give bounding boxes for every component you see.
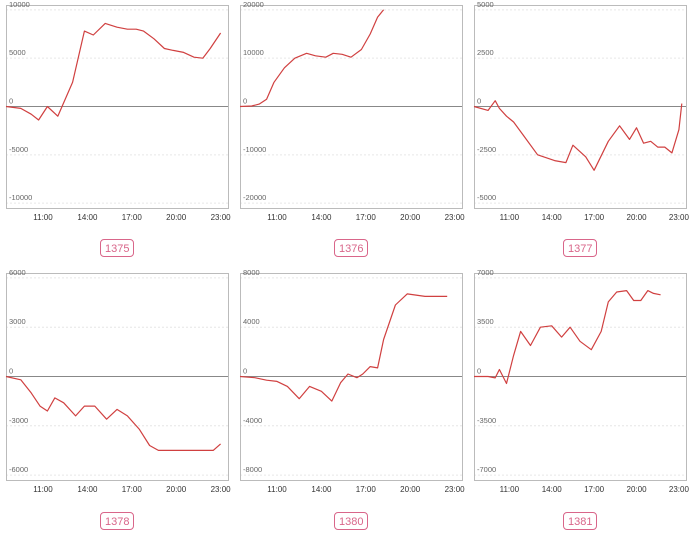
y-tick-label: 5000 [9, 48, 26, 57]
chart-id-badge: 1377 [563, 239, 597, 257]
chart-id-badge: 1375 [100, 239, 134, 257]
y-tick-label: 3500 [477, 317, 494, 326]
y-tick-label: -20000 [243, 193, 266, 202]
x-tick-label: 14:00 [542, 213, 563, 222]
x-tick-label: 17:00 [122, 213, 143, 222]
y-tick-label: 3000 [9, 317, 26, 326]
y-tick-label: 6000 [9, 268, 26, 277]
y-tick-label: 10000 [243, 48, 264, 57]
x-tick-label: 14:00 [77, 485, 98, 494]
x-tick-label: 11:00 [267, 213, 287, 222]
series-line [5, 375, 221, 451]
chart-id-badge: 1378 [100, 512, 134, 530]
series-line [239, 9, 385, 108]
x-tick-label: 11:00 [267, 485, 287, 494]
x-tick-label: 23:00 [445, 213, 466, 222]
x-tick-label: 17:00 [122, 485, 143, 494]
x-tick-label: 14:00 [77, 213, 98, 222]
x-tick-label: 23:00 [669, 213, 690, 222]
y-tick-label: -2500 [477, 145, 496, 154]
x-tick-label: 20:00 [166, 485, 187, 494]
y-tick-label: 10000 [9, 0, 30, 9]
x-tick-label: 23:00 [445, 485, 466, 494]
y-tick-label: -3000 [9, 416, 28, 425]
y-tick-label: 0 [243, 367, 247, 376]
x-tick-label: 11:00 [500, 213, 520, 222]
x-tick-label: 17:00 [584, 485, 605, 494]
y-tick-label: 0 [477, 367, 481, 376]
x-tick-label: 20:00 [627, 485, 648, 494]
x-tick-label: 20:00 [400, 213, 421, 222]
series-line [474, 290, 661, 385]
x-tick-label: 20:00 [627, 213, 648, 222]
x-tick-label: 23:00 [211, 213, 232, 222]
series-line [5, 22, 222, 121]
series-line [473, 100, 683, 171]
y-tick-label: 0 [9, 97, 13, 106]
x-tick-label: 20:00 [400, 485, 421, 494]
x-tick-label: 14:00 [311, 485, 332, 494]
x-tick-label: 17:00 [584, 213, 605, 222]
x-tick-label: 17:00 [356, 485, 377, 494]
y-tick-label: 4000 [243, 317, 260, 326]
x-tick-label: 11:00 [33, 485, 53, 494]
x-tick-label: 11:00 [500, 485, 520, 494]
y-tick-label: -3500 [477, 416, 496, 425]
y-tick-label: 0 [477, 97, 481, 106]
y-tick-label: -5000 [477, 193, 496, 202]
chart-id-badge: 1381 [563, 512, 597, 530]
y-tick-label: -10000 [243, 145, 266, 154]
x-tick-label: 23:00 [211, 485, 232, 494]
y-tick-label: 20000 [243, 0, 264, 9]
y-tick-label: 5000 [477, 0, 494, 9]
y-tick-label: -6000 [9, 465, 28, 474]
y-tick-label: -5000 [9, 145, 28, 154]
y-tick-label: -4000 [243, 416, 262, 425]
y-tick-label: -7000 [477, 465, 496, 474]
y-tick-label: -8000 [243, 465, 262, 474]
y-tick-label: 8000 [243, 268, 260, 277]
x-tick-label: 23:00 [669, 485, 690, 494]
series-line [239, 293, 448, 402]
x-tick-label: 14:00 [542, 485, 563, 494]
x-tick-label: 11:00 [33, 213, 53, 222]
chart-id-badge: 1380 [334, 512, 368, 530]
x-tick-label: 20:00 [166, 213, 187, 222]
y-tick-label: 7000 [477, 268, 494, 277]
x-tick-label: 14:00 [311, 213, 332, 222]
x-tick-label: 17:00 [356, 213, 377, 222]
chart-id-badge: 1376 [334, 239, 368, 257]
y-tick-label: 0 [9, 367, 13, 376]
y-tick-label: 0 [243, 97, 247, 106]
y-tick-label: 2500 [477, 48, 494, 57]
y-tick-label: -10000 [9, 193, 32, 202]
